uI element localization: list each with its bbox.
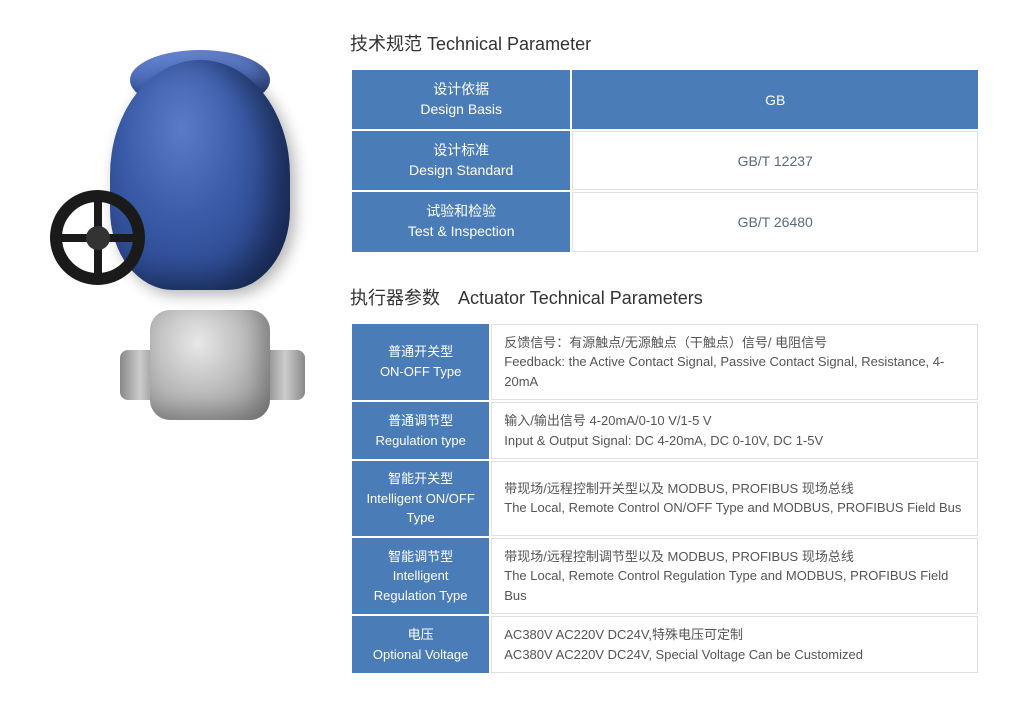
valve-port-right-shape (265, 350, 305, 400)
valve-body-shape (150, 310, 270, 420)
param-label-cell: 设计依据Design Basis (352, 70, 570, 129)
table-row: 试验和检验Test & InspectionGB/T 26480 (352, 192, 978, 251)
actuator-value-cell: 带现场/远程控制开关型以及 MODBUS, PROFIBUS 现场总线The L… (491, 461, 978, 536)
param-label-cell: 试验和检验Test & Inspection (352, 192, 570, 251)
product-image-column (40, 30, 320, 675)
table-row: 普通开关型ON-OFF Type反馈信号：有源触点/无源触点（干触点）信号/ 电… (352, 324, 978, 401)
table-row: 普通调节型Regulation type输入/输出信号 4-20mA/0-10 … (352, 402, 978, 459)
page-container: 技术规范 Technical Parameter 设计依据Design Basi… (40, 30, 980, 675)
content-column: 技术规范 Technical Parameter 设计依据Design Basi… (350, 30, 980, 675)
actuator-label-en: Regulation type (364, 431, 477, 451)
actuator-value-en: Feedback: the Active Contact Signal, Pas… (504, 352, 965, 391)
param-label-en: Test & Inspection (366, 222, 556, 242)
actuator-label-cell: 普通调节型Regulation type (352, 402, 489, 459)
actuator-label-cn: 普通开关型 (364, 342, 477, 362)
actuator-value-cell: 反馈信号：有源触点/无源触点（干触点）信号/ 电阻信号Feedback: the… (491, 324, 978, 401)
actuator-label-en: ON-OFF Type (364, 362, 477, 382)
param-label-cn: 试验和检验 (366, 202, 556, 222)
section2-title: 执行器参数 Actuator Technical Parameters (350, 284, 980, 310)
param-label-en: Design Basis (366, 100, 556, 120)
actuator-value-cn: 带现场/远程控制开关型以及 MODBUS, PROFIBUS 现场总线 (504, 479, 965, 499)
actuator-label-en: Optional Voltage (364, 645, 477, 665)
actuator-value-cn: 反馈信号：有源触点/无源触点（干触点）信号/ 电阻信号 (504, 333, 965, 353)
param-label-cn: 设计标准 (366, 141, 556, 161)
param-label-en: Design Standard (366, 161, 556, 181)
param-value-cell: GB/T 12237 (572, 131, 978, 190)
table-row: 智能开关型Intelligent ON/OFF Type带现场/远程控制开关型以… (352, 461, 978, 536)
handwheel-shape (50, 190, 145, 285)
actuator-value-cn: 带现场/远程控制调节型以及 MODBUS, PROFIBUS 现场总线 (504, 547, 965, 567)
actuator-value-cn: 输入/输出信号 4-20mA/0-10 V/1-5 V (504, 411, 965, 431)
actuator-value-en: AC380V AC220V DC24V, Special Voltage Can… (504, 645, 965, 665)
param-value-cell: GB (572, 70, 978, 129)
actuator-label-en: Intelligent Regulation Type (364, 566, 477, 605)
actuator-parameter-table: 普通开关型ON-OFF Type反馈信号：有源触点/无源触点（干触点）信号/ 电… (350, 322, 980, 676)
handwheel-hub (86, 226, 110, 250)
actuator-value-en: Input & Output Signal: DC 4-20mA, DC 0-1… (504, 431, 965, 451)
table-row: 设计依据Design BasisGB (352, 70, 978, 129)
technical-parameter-table: 设计依据Design BasisGB设计标准Design StandardGB/… (350, 68, 980, 254)
actuator-label-cell: 普通开关型ON-OFF Type (352, 324, 489, 401)
table-row: 电压Optional VoltageAC380V AC220V DC24V,特殊… (352, 616, 978, 673)
section1-title: 技术规范 Technical Parameter (350, 30, 980, 56)
actuator-label-cn: 智能开关型 (364, 469, 477, 489)
actuator-label-cell: 智能开关型Intelligent ON/OFF Type (352, 461, 489, 536)
param-label-cell: 设计标准Design Standard (352, 131, 570, 190)
actuator-label-cn: 普通调节型 (364, 411, 477, 431)
actuator-label-cn: 电压 (364, 625, 477, 645)
actuator-label-en: Intelligent ON/OFF Type (364, 489, 477, 528)
actuator-value-cell: AC380V AC220V DC24V,特殊电压可定制AC380V AC220V… (491, 616, 978, 673)
actuator-value-cell: 输入/输出信号 4-20mA/0-10 V/1-5 VInput & Outpu… (491, 402, 978, 459)
actuator-label-cn: 智能调节型 (364, 547, 477, 567)
table-row: 设计标准Design StandardGB/T 12237 (352, 131, 978, 190)
param-label-cn: 设计依据 (366, 80, 556, 100)
actuator-value-cn: AC380V AC220V DC24V,特殊电压可定制 (504, 625, 965, 645)
actuator-label-cell: 电压Optional Voltage (352, 616, 489, 673)
actuator-value-en: The Local, Remote Control ON/OFF Type an… (504, 498, 965, 518)
actuator-value-en: The Local, Remote Control Regulation Typ… (504, 566, 965, 605)
param-value-cell: GB/T 26480 (572, 192, 978, 251)
product-image (40, 50, 320, 430)
